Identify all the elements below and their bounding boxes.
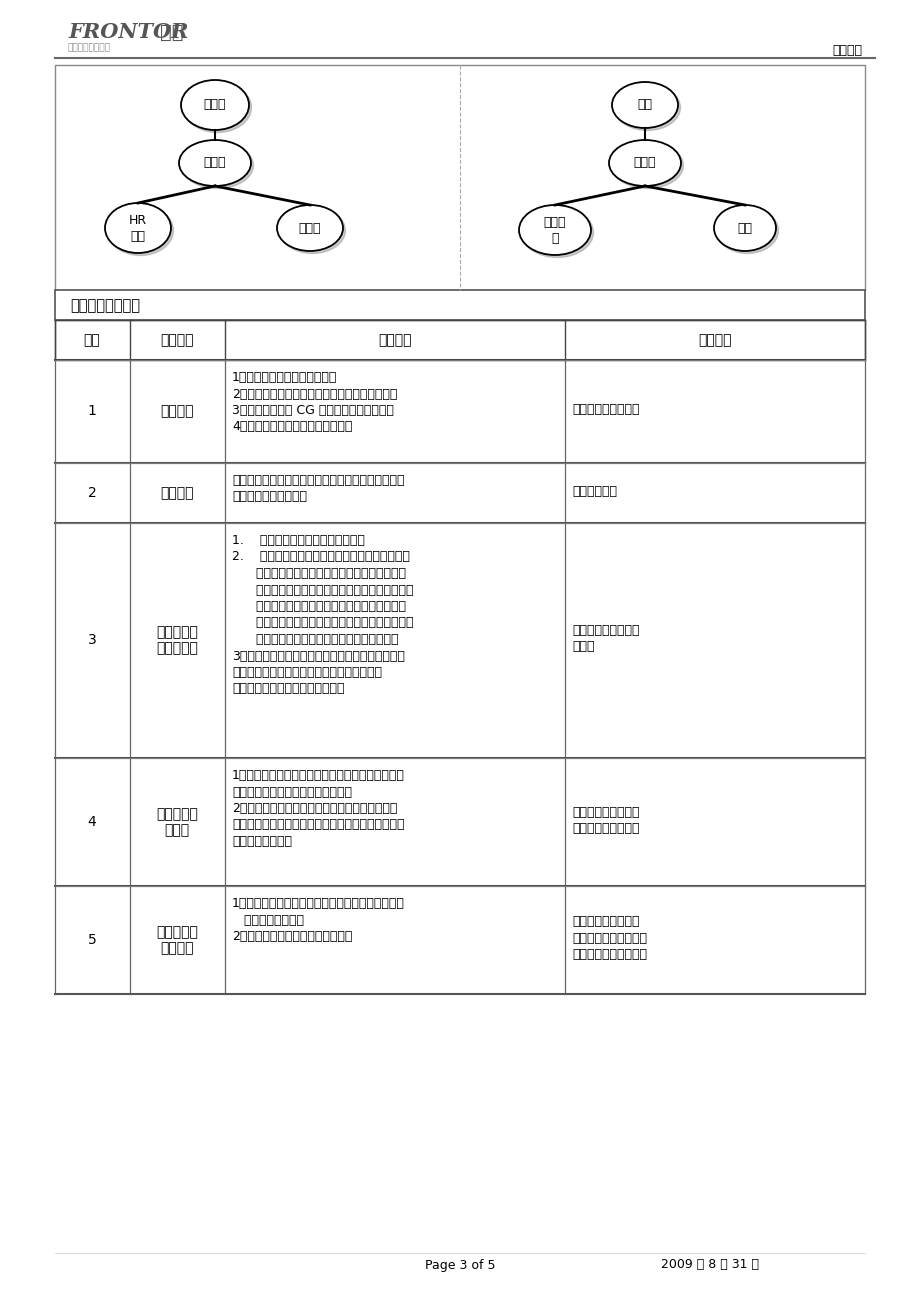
Text: 4: 4 bbox=[87, 815, 96, 829]
Text: 牌推广方案、对应的服务手段及考核评估方式、: 牌推广方案、对应的服务手段及考核评估方式、 bbox=[232, 583, 413, 596]
Text: 1、结合本区域情况向分公司经理提出年度、季度、: 1、结合本区域情况向分公司经理提出年度、季度、 bbox=[232, 897, 404, 910]
Text: 作总结及改进计划书: 作总结及改进计划书 bbox=[572, 822, 639, 835]
Ellipse shape bbox=[108, 206, 174, 255]
Text: 市场分析: 市场分析 bbox=[160, 404, 194, 418]
Text: 保证计划的达成。: 保证计划的达成。 bbox=[232, 835, 291, 848]
Ellipse shape bbox=[279, 207, 346, 254]
Ellipse shape bbox=[105, 203, 171, 253]
Text: 2.    综合分析及评估各渠道的目标行业及市场：提: 2. 综合分析及评估各渠道的目标行业及市场：提 bbox=[232, 551, 410, 564]
Ellipse shape bbox=[277, 204, 343, 251]
Text: 年度、季度、月度营: 年度、季度、月度营 bbox=[572, 624, 639, 637]
Text: 场推广计刐执行报告、: 场推广计刐执行报告、 bbox=[572, 932, 646, 945]
Ellipse shape bbox=[518, 204, 590, 255]
Text: Page 3 of 5: Page 3 of 5 bbox=[425, 1259, 494, 1272]
Text: HR
部门: HR 部门 bbox=[129, 214, 147, 242]
Ellipse shape bbox=[183, 82, 251, 133]
Text: 序号: 序号 bbox=[84, 333, 100, 348]
Text: 顾问公
司: 顾问公 司 bbox=[543, 216, 565, 245]
Ellipse shape bbox=[181, 79, 249, 130]
Text: 年度、季度、月度工: 年度、季度、月度工 bbox=[572, 806, 639, 819]
Ellipse shape bbox=[611, 142, 683, 189]
Text: 激励方案；并通过整条服务链的数据管理，全: 激励方案；并通过整条服务链的数据管理，全 bbox=[232, 600, 405, 613]
Text: 1.    各类不同项目渠道的的营销策略: 1. 各类不同项目渠道的的营销策略 bbox=[232, 534, 365, 547]
Text: 3、本区域市场的 CG 行业分析及行业调查；: 3、本区域市场的 CG 行业分析及行业调查； bbox=[232, 404, 393, 417]
Text: 营销部: 营销部 bbox=[203, 156, 226, 169]
Text: 3、年、季、月营销计划：各分公司全年、季、月的: 3、年、季、月营销计划：各分公司全年、季、月的 bbox=[232, 650, 404, 663]
Text: 1、本区域内市场的调查及分析: 1、本区域内市场的调查及分析 bbox=[232, 371, 337, 384]
Text: 运营中心: 运营中心 bbox=[831, 43, 861, 56]
Text: 4、本区域市场的竞争对手的调查。: 4、本区域市场的竞争对手的调查。 bbox=[232, 421, 352, 434]
Text: 利润等指标；全年信息管理计划；: 利润等指标；全年信息管理计划； bbox=[232, 682, 344, 695]
Text: 销计划: 销计划 bbox=[572, 641, 594, 654]
Ellipse shape bbox=[716, 207, 777, 254]
Text: 3: 3 bbox=[87, 633, 96, 647]
Text: 2009 年 8 月 31 日: 2009 年 8 月 31 日 bbox=[660, 1259, 758, 1272]
Text: 1: 1 bbox=[87, 404, 96, 418]
Text: 营销规划: 营销规划 bbox=[160, 486, 194, 500]
Ellipse shape bbox=[608, 141, 680, 186]
Text: 2: 2 bbox=[87, 486, 96, 500]
Text: 年季月度营
销计划制定: 年季月度营 销计划制定 bbox=[156, 625, 198, 655]
Text: 销售、信息、项目达成率、人效、人均费用、: 销售、信息、项目达成率、人效、人均费用、 bbox=[232, 667, 381, 680]
Text: 出各阶段的切入策略或占领市场份额措施、品: 出各阶段的切入策略或占领市场份额措施、品 bbox=[232, 566, 405, 579]
Text: 技术部: 技术部 bbox=[203, 99, 226, 112]
Text: 一级职责: 一级职责 bbox=[160, 333, 194, 348]
Text: 市场推广计刐反馈报告: 市场推广计刐反馈报告 bbox=[572, 948, 646, 961]
Text: 财务部: 财务部 bbox=[299, 221, 321, 234]
Text: 1、定期检查：周、月、季定期分析营销计划执行情: 1、定期检查：周、月、季定期分析营销计划执行情 bbox=[232, 769, 404, 783]
Bar bbox=[55, 290, 864, 320]
Text: 市场调查及分析报告: 市场调查及分析报告 bbox=[572, 402, 639, 415]
Text: 计划与结果的差距性，出现问题，及时分析及解决，: 计划与结果的差距性，出现问题，及时分析及解决， bbox=[232, 819, 404, 832]
Ellipse shape bbox=[611, 82, 677, 128]
Text: 市场推广计刐书、市: 市场推广计刐书、市 bbox=[572, 915, 639, 928]
Text: 营销部: 营销部 bbox=[633, 156, 655, 169]
Text: 营销规划方案: 营销规划方案 bbox=[572, 484, 617, 497]
Text: 二级职责: 二级职责 bbox=[378, 333, 412, 348]
Ellipse shape bbox=[179, 141, 251, 186]
Text: 商务、公关、谈判、快速反应等管理能力；: 商务、公关、谈判、快速反应等管理能力； bbox=[232, 633, 398, 646]
Text: 况，形成分析报告，提出可行性建议: 况，形成分析报告，提出可行性建议 bbox=[232, 785, 352, 798]
Text: 五年的销售策略及目标: 五年的销售策略及目标 bbox=[232, 491, 307, 504]
Text: 月度市场推广计划: 月度市场推广计划 bbox=[232, 914, 303, 927]
Text: 市场推广计
划及执行: 市场推广计 划及执行 bbox=[156, 924, 198, 956]
Ellipse shape bbox=[521, 207, 593, 258]
Text: FRONTOR: FRONTOR bbox=[68, 22, 188, 42]
Ellipse shape bbox=[614, 85, 680, 130]
Text: 2、计划的控制：各类工作计划的进程管理，控制: 2、计划的控制：各类工作计划的进程管理，控制 bbox=[232, 802, 397, 815]
Ellipse shape bbox=[713, 204, 775, 251]
Text: 甲方: 甲方 bbox=[737, 221, 752, 234]
Text: 本公司的市场布局、渠道设计、销售目标及一、三、: 本公司的市场布局、渠道设计、销售目标及一、三、 bbox=[232, 474, 404, 487]
Text: 营销计划执
行管理: 营销计划执 行管理 bbox=[156, 807, 198, 837]
Text: 5: 5 bbox=[87, 934, 96, 947]
Text: 2、本区域市场的目标行业或企业的调查及分析；: 2、本区域市场的目标行业或企业的调查及分析； bbox=[232, 388, 397, 401]
Text: 凡拓: 凡拓 bbox=[160, 22, 183, 42]
Ellipse shape bbox=[181, 142, 254, 189]
Text: 客户: 客户 bbox=[637, 99, 652, 112]
Text: 数字内容策划机构: 数字内容策划机构 bbox=[68, 43, 111, 52]
Text: 2、分公司文化的打造及可行性计划: 2、分公司文化的打造及可行性计划 bbox=[232, 930, 352, 943]
Bar bbox=[55, 320, 864, 359]
Text: 工作成果: 工作成果 bbox=[698, 333, 731, 348]
Text: 五、部门主要职责: 五、部门主要职责 bbox=[70, 298, 140, 314]
Text: 面拉升分公司对目标行业、客户、项目的市调、: 面拉升分公司对目标行业、客户、项目的市调、 bbox=[232, 617, 413, 629]
Bar bbox=[55, 65, 864, 290]
